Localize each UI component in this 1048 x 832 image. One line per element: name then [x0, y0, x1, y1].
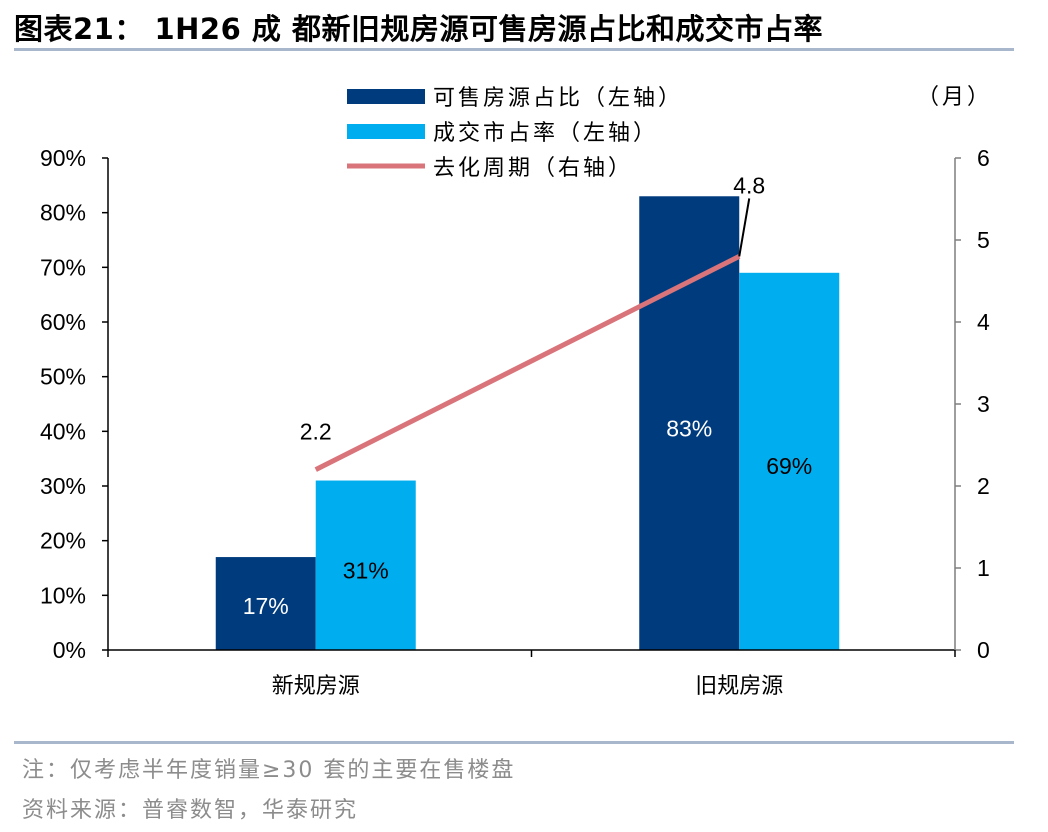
line-label-leader: [738, 198, 751, 257]
line-value-label: 4.8: [733, 172, 765, 198]
bar-value-label: 83%: [666, 415, 712, 441]
legend-swatch: [347, 124, 425, 139]
bar-transaction-share: [315, 480, 416, 650]
y-left-tick-label: 0%: [53, 637, 86, 663]
source-note: 资料来源：普睿数智，华泰研究: [22, 798, 359, 823]
x-category-label: 新规房源: [272, 674, 360, 699]
bar-available-share: [215, 557, 316, 650]
y-left-tick-label: 80%: [40, 200, 86, 226]
y-right-tick-label: 0: [977, 637, 990, 663]
legend-label: 可售房源占比（左轴）: [433, 86, 683, 111]
chart: 17% 83% 31% 69% 2.2 4.8 0% 10% 20% 30% 40% 50% 60% 7…: [40, 85, 992, 699]
y-left-tick-label: 10%: [40, 582, 86, 608]
y-left-tick-label: 60%: [40, 309, 86, 335]
bar-value-label: 17%: [243, 593, 289, 619]
y-left-tick-label: 20%: [40, 528, 86, 554]
bar-available-share: [639, 196, 740, 650]
y-right-tick-label: 4: [977, 309, 990, 335]
y-left-tick-label: 40%: [40, 418, 86, 444]
x-category-label: 旧规房源: [695, 674, 783, 699]
y-left-tick-label: 30%: [40, 473, 86, 499]
y-left-tick-label: 90%: [40, 145, 86, 171]
bar-value-label: 69%: [766, 453, 812, 479]
footer-rule: [14, 741, 1014, 744]
y-right-tick-label: 3: [977, 391, 990, 417]
y-left-tick-label: 70%: [40, 254, 86, 280]
y-right-tick-label: 2: [977, 473, 990, 499]
y-right-unit-label: （月）: [917, 85, 992, 110]
line-value-label: 2.2: [300, 419, 332, 445]
y-left-tick-label: 50%: [40, 364, 86, 390]
chart-title: 图表21： 1H26 成 都新旧规房源可售房源占比和成交市占率: [14, 12, 823, 46]
footnote: 注：仅考虑半年度销量≥30 套的主要在售楼盘: [22, 758, 516, 783]
legend-label: 去化周期（右轴）: [433, 156, 633, 181]
legend-label: 成交市占率（左轴）: [433, 121, 658, 146]
bar-value-label: 31%: [343, 558, 389, 584]
bar-transaction-share: [739, 272, 840, 650]
y-right-tick-label: 6: [977, 145, 990, 171]
y-right-tick-label: 5: [977, 227, 990, 253]
line-destock-period: [314, 254, 741, 472]
y-right-tick-label: 1: [977, 555, 990, 581]
title-rule: [14, 48, 1014, 51]
legend-swatch: [347, 89, 425, 104]
